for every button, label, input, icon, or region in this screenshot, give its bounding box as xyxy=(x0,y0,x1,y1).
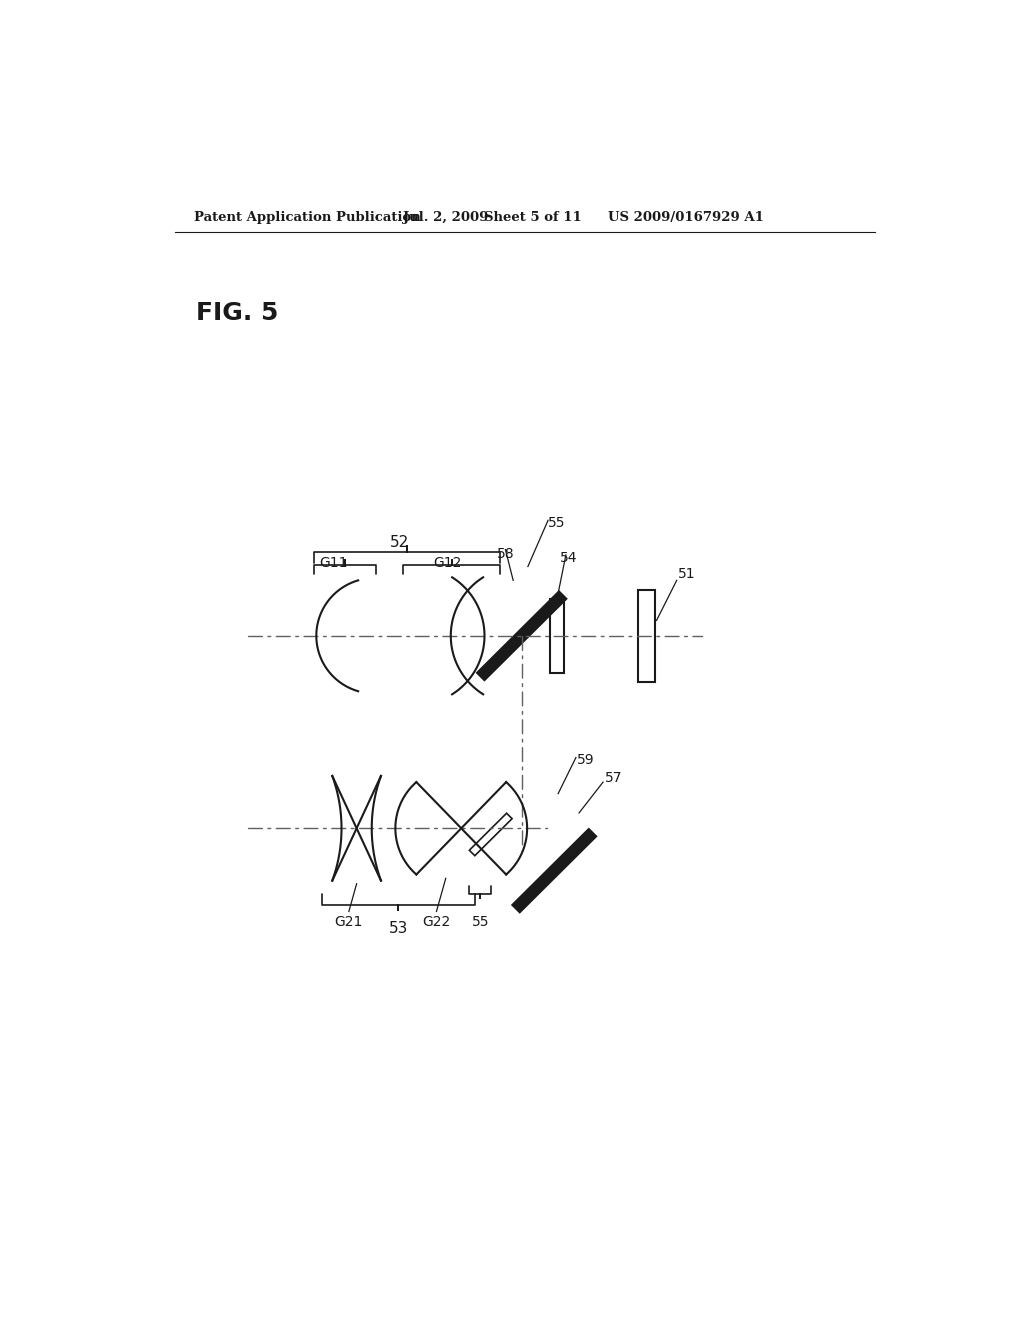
Text: 59: 59 xyxy=(577,752,594,767)
Text: 54: 54 xyxy=(559,552,577,565)
Text: 58: 58 xyxy=(497,548,514,561)
Text: 55: 55 xyxy=(548,516,565,531)
Polygon shape xyxy=(512,829,596,912)
Text: Jul. 2, 2009: Jul. 2, 2009 xyxy=(403,211,488,224)
Text: G11: G11 xyxy=(319,556,347,570)
Text: 52: 52 xyxy=(389,535,409,550)
Text: Sheet 5 of 11: Sheet 5 of 11 xyxy=(484,211,583,224)
Text: FIG. 5: FIG. 5 xyxy=(197,301,279,325)
Text: 55: 55 xyxy=(472,915,489,928)
Bar xyxy=(550,599,564,673)
Text: Patent Application Publication: Patent Application Publication xyxy=(194,211,421,224)
Text: G12: G12 xyxy=(433,556,462,570)
Text: G21: G21 xyxy=(335,915,364,928)
Bar xyxy=(638,590,655,682)
Text: 57: 57 xyxy=(604,771,623,785)
Text: 51: 51 xyxy=(678,568,696,581)
Text: G22: G22 xyxy=(422,915,451,928)
Polygon shape xyxy=(477,591,566,680)
Text: US 2009/0167929 A1: US 2009/0167929 A1 xyxy=(608,211,764,224)
Text: 53: 53 xyxy=(389,921,409,936)
